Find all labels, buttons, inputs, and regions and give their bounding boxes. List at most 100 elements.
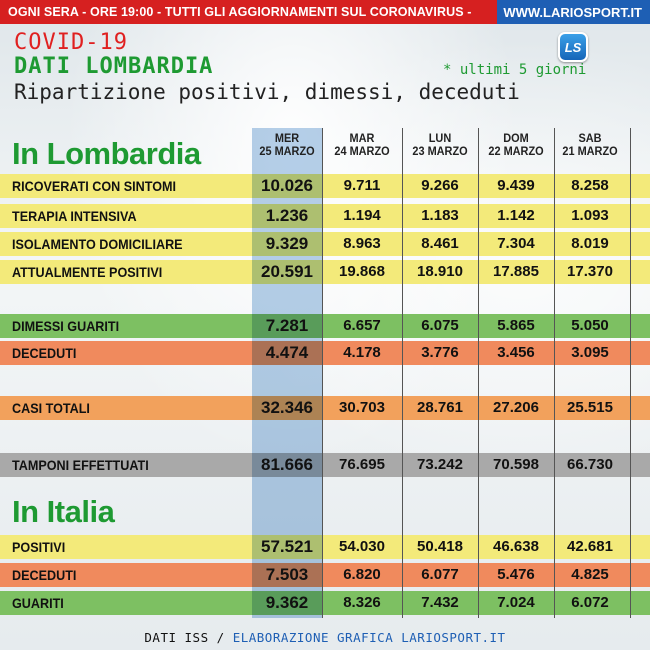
row-value: 17.370	[567, 263, 613, 280]
row-value: 19.868	[339, 263, 385, 280]
row-value: 42.681	[567, 538, 613, 555]
column-header: DOM 22 MARZO	[480, 133, 552, 159]
column-header-date: 25 MARZO	[259, 146, 315, 158]
row-value: 8.326	[343, 594, 381, 611]
row-value: 7.432	[421, 594, 459, 611]
row-value: 6.077	[421, 566, 459, 583]
table-row-text: DECEDUTI 7.503 6.820 6.077 5.476 4.825	[0, 563, 650, 587]
row-value: 6.075	[421, 317, 459, 334]
table-row-text: DECEDUTI 4.474 4.178 3.776 3.456 3.095	[0, 341, 650, 365]
top-banner: OGNI SERA - ORE 19:00 - TUTTI GLI AGGIOR…	[0, 0, 650, 24]
table-row-text: RICOVERATI CON SINTOMI 10.026 9.711 9.266 9.…	[0, 174, 650, 198]
title-line-2: DATI LOMBARDIA	[14, 54, 214, 79]
row-value: 76.695	[339, 456, 385, 473]
column-header-day: SAB	[578, 133, 602, 145]
table-row	[0, 314, 650, 338]
table-row	[0, 232, 650, 256]
table-row-text: GUARITI 9.362 8.326 7.432 7.024 6.072	[0, 591, 650, 615]
column-header: MAR 24 MARZO	[324, 133, 400, 159]
row-value: 50.418	[417, 538, 463, 555]
row-value: 4.474	[265, 343, 309, 362]
row-value: 5.050	[571, 317, 609, 334]
row-value: 3.776	[421, 344, 459, 361]
row-value: 4.825	[571, 566, 609, 583]
lariosport-logo-icon: LS	[558, 32, 588, 62]
row-label: CASI TOTALI	[12, 400, 90, 416]
row-value: 9.266	[421, 177, 459, 194]
period-note: * ultimi 5 giorni	[443, 62, 587, 78]
column-header: LUN 23 MARZO	[404, 133, 476, 159]
column-header-day: MAR	[349, 133, 375, 145]
row-value: 10.026	[261, 176, 313, 195]
row-value: 25.515	[567, 399, 613, 416]
table-row-text: DIMESSI GUARITI 7.281 6.657 6.075 5.865 5.050	[0, 314, 650, 338]
row-value: 20.591	[261, 262, 313, 281]
table-row-text: TERAPIA INTENSIVA 1.236 1.194 1.183 1.142 1.0…	[0, 204, 650, 228]
row-label: ATTUALMENTE POSITIVI	[12, 264, 163, 280]
row-value: 8.461	[421, 235, 459, 252]
row-value: 5.476	[497, 566, 535, 583]
column-divider	[322, 128, 323, 618]
row-value: 9.362	[265, 593, 309, 612]
footer: DATI ISS / ELABORAZIONE GRAFICA LARIOSPO…	[0, 630, 650, 645]
row-label: DECEDUTI	[12, 345, 77, 361]
row-label: ISOLAMENTO DOMICILIARE	[12, 236, 183, 252]
row-label: TERAPIA INTENSIVA	[12, 208, 137, 224]
row-value: 81.666	[261, 455, 313, 474]
column-header-date: 23 MARZO	[412, 146, 468, 158]
table-row-text: ISOLAMENTO DOMICILIARE 9.329 8.963 8.461 7.3…	[0, 232, 650, 256]
row-value: 54.030	[339, 538, 385, 555]
row-value: 32.346	[261, 398, 313, 417]
table-row	[0, 174, 650, 198]
column-divider	[402, 128, 403, 618]
row-value: 4.178	[343, 344, 381, 361]
row-value: 6.657	[343, 317, 381, 334]
subtitle: Ripartizione positivi, dimessi, deceduti	[14, 80, 520, 104]
row-value: 8.019	[571, 235, 609, 252]
table-row	[0, 396, 650, 420]
table-row-text: TAMPONI EFFETTUATI 81.666 76.695 73.242 70.5…	[0, 453, 650, 477]
column-header-date: 22 MARZO	[488, 146, 544, 158]
row-value: 6.072	[571, 594, 609, 611]
row-value: 9.329	[265, 234, 309, 253]
table-row-text: POSITIVI 57.521 54.030 50.418 46.638 42.681	[0, 535, 650, 559]
row-value: 7.024	[497, 594, 535, 611]
column-header-day: LUN	[428, 133, 452, 145]
section-title-italia: In Italia	[12, 494, 115, 529]
row-value: 17.885	[493, 263, 539, 280]
row-value: 70.598	[493, 456, 539, 473]
row-value: 9.711	[343, 177, 381, 194]
column-header: MER 25 MARZO	[254, 133, 321, 159]
row-value: 7.304	[497, 235, 535, 252]
row-value: 73.242	[417, 456, 463, 473]
row-value: 7.503	[265, 565, 309, 584]
table-row	[0, 204, 650, 228]
row-value: 28.761	[417, 399, 463, 416]
column-header-date: 21 MARZO	[562, 146, 618, 158]
table-row	[0, 260, 650, 284]
row-value: 1.194	[343, 207, 381, 224]
table-row-text: CASI TOTALI 32.346 30.703 28.761 27.206 25.51…	[0, 396, 650, 420]
table-row	[0, 563, 650, 587]
column-divider	[478, 128, 479, 618]
row-value: 57.521	[261, 537, 313, 556]
row-label: DECEDUTI	[12, 567, 77, 583]
column-divider	[554, 128, 555, 618]
row-label: TAMPONI EFFETTUATI	[12, 457, 149, 473]
footer-source: DATI ISS /	[144, 630, 225, 645]
row-label: RICOVERATI CON SINTOMI	[12, 178, 177, 194]
row-value: 1.236	[265, 206, 309, 225]
row-value: 3.095	[571, 344, 609, 361]
table-row-text: ATTUALMENTE POSITIVI 20.591 19.868 18.910 17…	[0, 260, 650, 284]
row-value: 6.820	[343, 566, 381, 583]
table-row	[0, 591, 650, 615]
column-divider	[630, 128, 631, 618]
column-header-day: DOM	[503, 133, 529, 145]
banner-site-link[interactable]: WWW.LARIOSPORT.IT	[497, 0, 650, 24]
row-value: 9.439	[497, 177, 535, 194]
column-header-day: MER	[274, 133, 300, 145]
table-row	[0, 453, 650, 477]
banner-text: OGNI SERA - ORE 19:00 - TUTTI GLI AGGIOR…	[8, 5, 472, 19]
row-value: 1.093	[571, 207, 609, 224]
row-label: DIMESSI GUARITI	[12, 318, 120, 334]
